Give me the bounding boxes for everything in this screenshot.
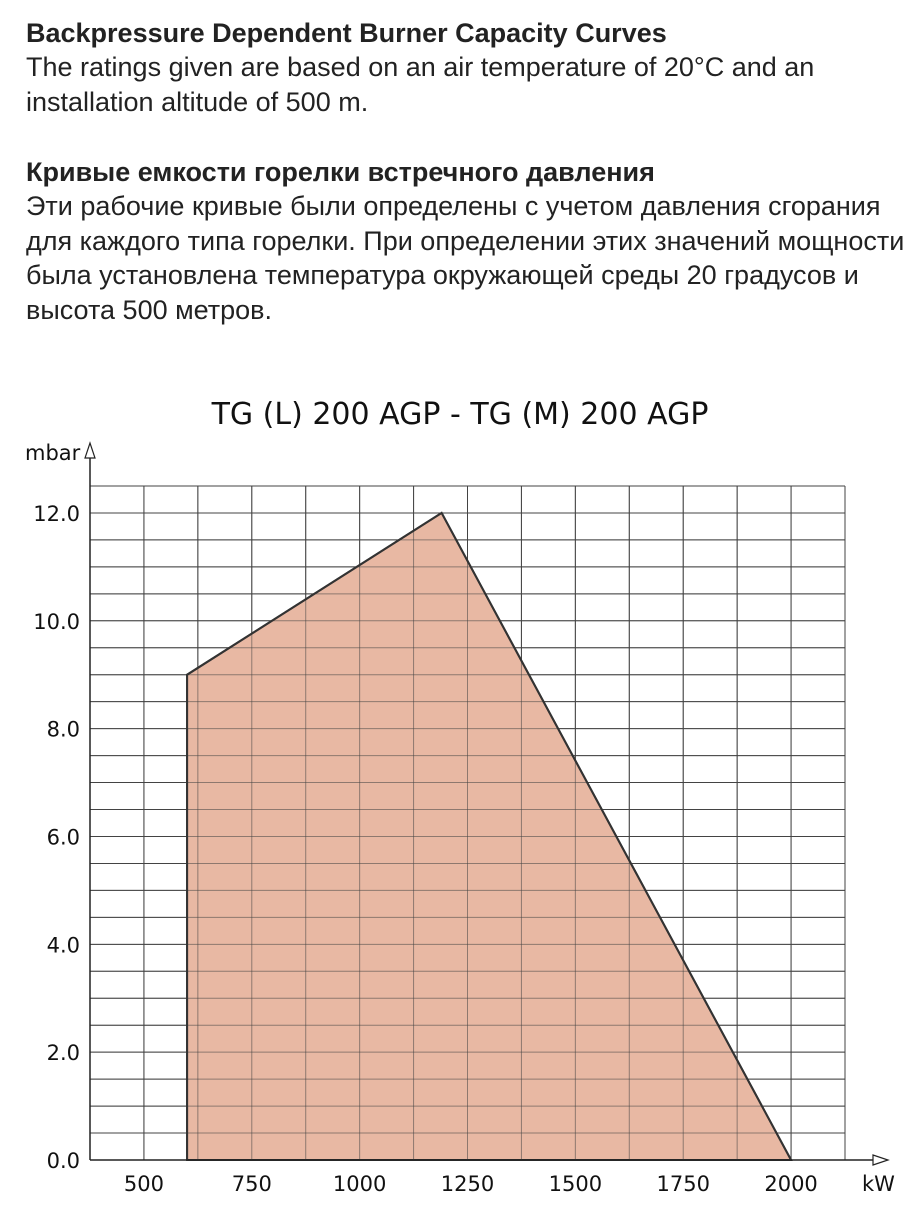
grid-overlay — [89, 485, 846, 1161]
x-tick-label: 1000 — [333, 1172, 386, 1196]
english-heading: Backpressure Dependent Burner Capacity C… — [26, 18, 667, 48]
chart-axes — [84, 441, 890, 1166]
russian-body: Эти рабочие кривые были определены с уче… — [26, 191, 905, 325]
x-tick-label: 500 — [124, 1172, 164, 1196]
y-tick-label: 12.0 — [33, 502, 80, 526]
english-body: The ratings given are based on an air te… — [26, 52, 815, 117]
x-tick-label: 1250 — [441, 1172, 494, 1196]
x-tick-label: 1750 — [656, 1172, 709, 1196]
russian-heading: Кривые емкости горелки встречного давлен… — [26, 157, 655, 187]
y-tick-label: 10.0 — [33, 610, 80, 634]
y-axis-unit: mbar — [25, 441, 81, 465]
y-tick-label: 6.0 — [47, 825, 80, 849]
capacity-curve-line — [186, 511, 792, 1161]
y-tick-label: 2.0 — [47, 1041, 80, 1065]
tick-labels: 500 750 1000 1250 1500 1750 2000 0.0 2.0 4.0 6.0 8.… — [33, 502, 818, 1196]
russian-description: Кривые емкости горелки встречного давлен… — [26, 155, 906, 327]
x-axis-unit: kW — [862, 1172, 895, 1196]
y-tick-label: 4.0 — [47, 933, 80, 957]
x-tick-label: 1500 — [549, 1172, 602, 1196]
x-axis-arrow-icon — [872, 1154, 890, 1166]
y-axis-arrow-icon — [84, 441, 96, 459]
y-tick-label: 8.0 — [47, 718, 80, 742]
y-tick-label: 0.0 — [47, 1149, 80, 1173]
chart-title: TG (L) 200 AGP - TG (M) 200 AGP — [211, 397, 709, 432]
english-description: Backpressure Dependent Burner Capacity C… — [26, 16, 906, 119]
x-tick-label: 2000 — [764, 1172, 817, 1196]
x-tick-label: 750 — [232, 1172, 272, 1196]
